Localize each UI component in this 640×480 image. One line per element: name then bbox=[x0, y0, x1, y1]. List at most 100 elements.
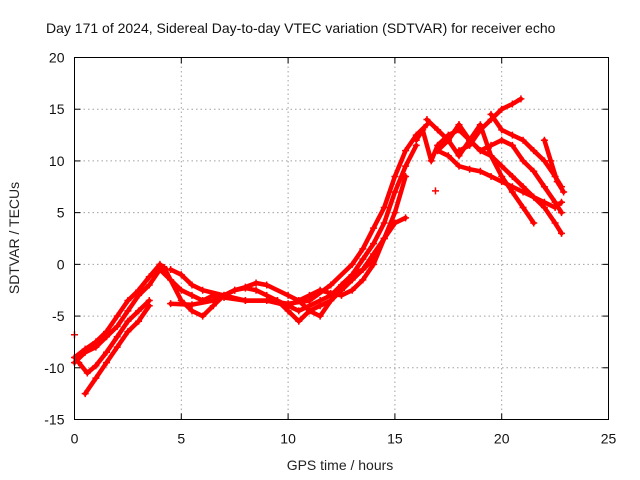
x-tick-label: 25 bbox=[601, 431, 617, 447]
data-point bbox=[370, 250, 378, 258]
data-point bbox=[252, 286, 260, 294]
y-tick-label: -10 bbox=[44, 360, 64, 376]
data-point bbox=[560, 188, 568, 196]
data-point bbox=[124, 307, 132, 315]
data-point bbox=[466, 136, 474, 144]
y-tick-label: 15 bbox=[49, 101, 65, 117]
data-point bbox=[402, 214, 410, 222]
series-track-9 bbox=[273, 214, 410, 325]
data-point bbox=[92, 374, 100, 382]
data-point bbox=[519, 183, 527, 191]
y-tick-label: -5 bbox=[52, 308, 65, 324]
data-point bbox=[124, 317, 132, 325]
data-point bbox=[519, 203, 527, 211]
data-point bbox=[188, 307, 196, 315]
data-point bbox=[540, 203, 548, 211]
data-point bbox=[380, 219, 388, 227]
data-point bbox=[498, 136, 506, 144]
data-point bbox=[498, 162, 506, 170]
data-point bbox=[434, 126, 442, 134]
series-line bbox=[542, 137, 566, 195]
y-tick-label: 10 bbox=[49, 153, 65, 169]
data-point bbox=[359, 245, 367, 253]
data-point bbox=[455, 121, 463, 129]
data-point bbox=[92, 362, 100, 370]
data-point bbox=[327, 281, 335, 289]
data-point bbox=[188, 301, 196, 309]
data-point bbox=[412, 136, 420, 144]
data-point bbox=[160, 263, 168, 271]
series-line bbox=[424, 117, 462, 143]
series-track-3 bbox=[75, 297, 153, 377]
data-point bbox=[188, 291, 196, 299]
x-tick-label: 15 bbox=[387, 431, 403, 447]
series-line bbox=[72, 262, 169, 360]
data-point bbox=[508, 131, 516, 139]
data-point bbox=[284, 307, 292, 315]
data-point bbox=[508, 141, 516, 149]
data-point bbox=[327, 297, 335, 305]
plot-frame bbox=[74, 57, 609, 420]
data-point bbox=[177, 271, 185, 279]
axis-ticks bbox=[74, 57, 609, 420]
data-point bbox=[113, 312, 121, 320]
data-point bbox=[316, 286, 324, 294]
data-point bbox=[316, 312, 324, 320]
data-point bbox=[135, 291, 143, 299]
data-point bbox=[359, 276, 367, 284]
data-point bbox=[444, 152, 452, 160]
data-point bbox=[295, 317, 303, 325]
data-point bbox=[167, 300, 175, 308]
data-point bbox=[517, 95, 525, 103]
x-tick-label: 10 bbox=[280, 431, 296, 447]
series-line bbox=[275, 215, 408, 324]
series-line bbox=[414, 127, 564, 215]
data-point bbox=[530, 193, 538, 201]
data-point bbox=[419, 126, 427, 134]
y-tick-label: 0 bbox=[57, 256, 65, 272]
chart-title: Day 171 of 2024, Sidereal Day-to-day VTE… bbox=[46, 20, 556, 36]
data-point bbox=[476, 121, 484, 129]
data-point bbox=[263, 281, 271, 289]
data-point bbox=[391, 219, 399, 227]
data-point bbox=[402, 162, 410, 170]
data-point bbox=[508, 188, 516, 196]
data-point bbox=[145, 302, 153, 310]
plot-area bbox=[71, 95, 568, 398]
data-point bbox=[241, 297, 249, 305]
data-point bbox=[487, 110, 495, 118]
tick-labels: 0 5 10 15 20 25 -15 -10 -5 0 5 10 15 20 bbox=[44, 50, 616, 447]
data-point bbox=[75, 359, 83, 367]
data-point bbox=[476, 167, 484, 175]
data-point bbox=[359, 266, 367, 274]
data-point bbox=[295, 297, 303, 305]
data-point bbox=[558, 209, 566, 217]
data-point bbox=[519, 136, 527, 144]
data-point bbox=[92, 343, 100, 351]
data-point bbox=[391, 172, 399, 180]
data-point bbox=[558, 198, 566, 206]
data-point bbox=[558, 229, 566, 237]
data-point bbox=[498, 126, 506, 134]
data-point bbox=[370, 224, 378, 232]
y-axis-label: SDTVAR / TECUs bbox=[6, 182, 22, 294]
series-line bbox=[168, 174, 408, 308]
data-point bbox=[135, 307, 143, 315]
data-point bbox=[103, 348, 111, 356]
data-point bbox=[487, 152, 495, 160]
data-point bbox=[476, 147, 484, 155]
data-point bbox=[81, 348, 89, 356]
data-point bbox=[508, 100, 516, 108]
data-point bbox=[348, 286, 356, 294]
series-line bbox=[161, 143, 419, 319]
series-track-6 bbox=[160, 141, 420, 320]
data-point bbox=[551, 219, 559, 227]
data-point bbox=[519, 157, 527, 165]
data-point bbox=[530, 167, 538, 175]
data-point bbox=[348, 260, 356, 268]
data-point bbox=[199, 312, 207, 320]
data-point bbox=[402, 147, 410, 155]
data-point bbox=[81, 390, 89, 398]
data-point bbox=[305, 307, 313, 315]
